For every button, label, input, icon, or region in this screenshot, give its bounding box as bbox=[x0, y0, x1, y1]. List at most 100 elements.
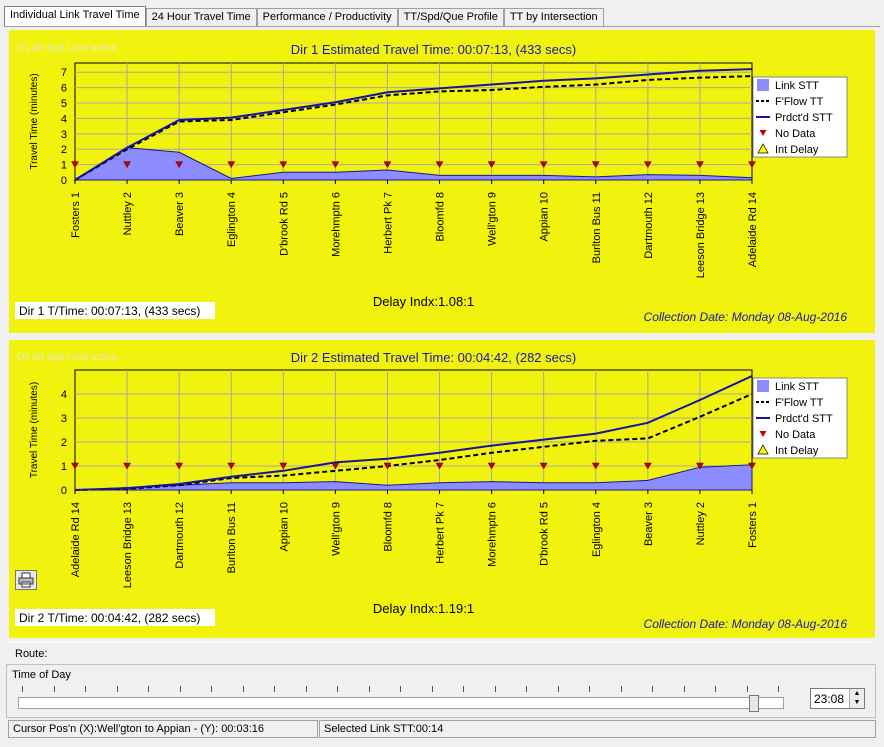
legend-swatch-link-stt bbox=[757, 79, 769, 91]
slider-tick bbox=[431, 686, 433, 692]
y-tick-label: 3 bbox=[61, 413, 67, 425]
x-tick-label: Appian 10 bbox=[278, 502, 290, 552]
no-data-marker bbox=[175, 161, 184, 169]
alt-speed-limit-label: D2 Alt Spd Limit active bbox=[17, 352, 117, 363]
x-tick-label: Adelaide Rd 14 bbox=[70, 502, 82, 577]
y-tick-label: 4 bbox=[61, 389, 67, 401]
slider-tick bbox=[368, 686, 370, 692]
slider-tick bbox=[179, 686, 181, 692]
legend-entry: No Data bbox=[775, 429, 816, 441]
tab-performance-productivity[interactable]: Performance / Productivity bbox=[256, 8, 398, 26]
dir2-chart[interactable]: D2 Alt Spd Limit active Dir 2 Estimated T… bbox=[9, 340, 875, 638]
slider-tick bbox=[589, 686, 590, 692]
slider-tick bbox=[463, 686, 464, 692]
legend-swatch-no-data bbox=[759, 431, 767, 437]
legend-entry: No Data bbox=[775, 128, 816, 140]
printer-icon[interactable] bbox=[15, 570, 37, 590]
slider-tick bbox=[620, 686, 622, 692]
time-spinner[interactable]: 23:08 ▲ ▼ bbox=[810, 688, 865, 709]
y-tick-label: 0 bbox=[61, 485, 67, 497]
no-data-marker bbox=[748, 462, 756, 470]
x-tick-label: Eglington 4 bbox=[226, 192, 238, 247]
legend-entry: Prdct'd STT bbox=[775, 413, 833, 425]
no-data-marker bbox=[695, 462, 704, 470]
chart-title: Dir 2 Estimated Travel Time: 00:04:42, (… bbox=[291, 350, 576, 365]
x-tick-label: Dartmouth 12 bbox=[174, 502, 186, 569]
no-data-marker bbox=[643, 462, 652, 470]
no-data-marker bbox=[591, 462, 600, 470]
x-tick-label: D'brook Rd 5 bbox=[539, 502, 551, 566]
time-slider-thumb[interactable] bbox=[749, 695, 759, 712]
spin-up-icon[interactable]: ▲ bbox=[853, 690, 861, 697]
x-tick-label: Leeson Bridge 13 bbox=[122, 502, 134, 588]
slider-tick bbox=[116, 686, 118, 692]
no-data-marker bbox=[643, 161, 652, 169]
x-tick-label: Burlton Bus 11 bbox=[226, 502, 238, 573]
time-value[interactable]: 23:08 bbox=[814, 692, 845, 706]
legend-entry: F'Flow TT bbox=[775, 96, 824, 108]
legend-entry: Prdct'd STT bbox=[775, 112, 833, 124]
time-slider-track[interactable] bbox=[18, 697, 784, 709]
no-data-marker bbox=[487, 462, 496, 470]
legend-swatch-link-stt bbox=[757, 380, 769, 392]
no-data-marker bbox=[435, 161, 444, 169]
y-axis-label: Travel Time (minutes) bbox=[29, 382, 40, 478]
total-time-label: Dir 1 T/Time: 00:07:13, (433 secs) bbox=[19, 304, 200, 318]
x-tick-label: Fosters 1 bbox=[70, 192, 82, 238]
no-data-marker bbox=[487, 161, 496, 169]
x-tick-label: Adelaide Rd 14 bbox=[747, 192, 759, 267]
y-tick-label: 2 bbox=[61, 144, 67, 156]
no-data-marker bbox=[539, 161, 548, 169]
no-data-marker bbox=[71, 462, 79, 470]
tab-divider bbox=[4, 26, 880, 27]
no-data-marker bbox=[383, 462, 392, 470]
slider-tick bbox=[652, 686, 653, 692]
slider-tick bbox=[211, 686, 212, 692]
dir1-chart-panel[interactable]: D1 Alt Spd Limit active Dir 1 Estimated T… bbox=[9, 30, 875, 333]
x-tick-label: Burlton Bus 11 bbox=[591, 192, 603, 263]
tab-tt-spd-que-profile[interactable]: TT/Spd/Que Profile bbox=[397, 8, 504, 26]
dir1-chart[interactable]: D1 Alt Spd Limit active Dir 1 Estimated T… bbox=[9, 30, 875, 333]
y-tick-label: 6 bbox=[61, 83, 67, 95]
panel-splitter[interactable] bbox=[9, 333, 875, 340]
series-link-stt bbox=[73, 147, 753, 181]
tab-24-hour-travel-time[interactable]: 24 Hour Travel Time bbox=[145, 8, 257, 26]
series-prdctd-stt bbox=[74, 68, 753, 181]
x-tick-label: Dartmouth 12 bbox=[643, 192, 655, 259]
dir2-chart-panel[interactable]: D2 Alt Spd Limit active Dir 2 Estimated T… bbox=[9, 340, 875, 638]
x-tick-label: Nuttley 2 bbox=[122, 192, 134, 235]
no-data-marker bbox=[227, 161, 236, 169]
y-tick-label: 0 bbox=[61, 175, 67, 187]
tab-tt-by-intersection[interactable]: TT by Intersection bbox=[503, 8, 604, 26]
y-tick-label: 5 bbox=[61, 98, 67, 110]
legend-entry: Link STT bbox=[775, 80, 819, 92]
no-data-marker bbox=[695, 161, 704, 169]
no-data-marker bbox=[279, 161, 288, 169]
total-time-box bbox=[15, 302, 215, 319]
delay-index: Delay Indx:1.08:1 bbox=[373, 294, 474, 309]
slider-tick bbox=[778, 686, 779, 692]
collection-date: Collection Date: Monday 08-Aug-2016 bbox=[644, 310, 848, 324]
x-tick-label: Morehmptn 6 bbox=[487, 502, 499, 567]
no-data-marker bbox=[123, 462, 132, 470]
time-of-day-frame bbox=[6, 664, 876, 718]
slider-tick bbox=[400, 686, 401, 692]
no-data-marker bbox=[331, 462, 340, 470]
series-prdctd-stt bbox=[74, 375, 753, 491]
delay-index: Delay Indx:1.19:1 bbox=[373, 601, 474, 616]
slider-tick bbox=[526, 686, 527, 692]
slider-tick bbox=[746, 686, 748, 692]
route-label: Route: bbox=[15, 648, 48, 660]
spin-down-icon[interactable]: ▼ bbox=[853, 699, 861, 706]
slider-tick bbox=[305, 686, 307, 692]
series-link-stt bbox=[74, 464, 753, 491]
tab-individual-link-travel-time[interactable]: Individual Link Travel Time bbox=[4, 6, 146, 26]
slider-ticks bbox=[22, 686, 779, 694]
slider-tick bbox=[85, 686, 86, 692]
route-bar: Route: bbox=[9, 642, 875, 665]
slider-tick bbox=[683, 686, 685, 692]
slider-tick bbox=[715, 686, 716, 692]
legend-entry: Int Delay bbox=[775, 445, 819, 457]
y-tick-label: 2 bbox=[61, 437, 67, 449]
chart-title: Dir 1 Estimated Travel Time: 00:07:13, (… bbox=[291, 42, 576, 57]
